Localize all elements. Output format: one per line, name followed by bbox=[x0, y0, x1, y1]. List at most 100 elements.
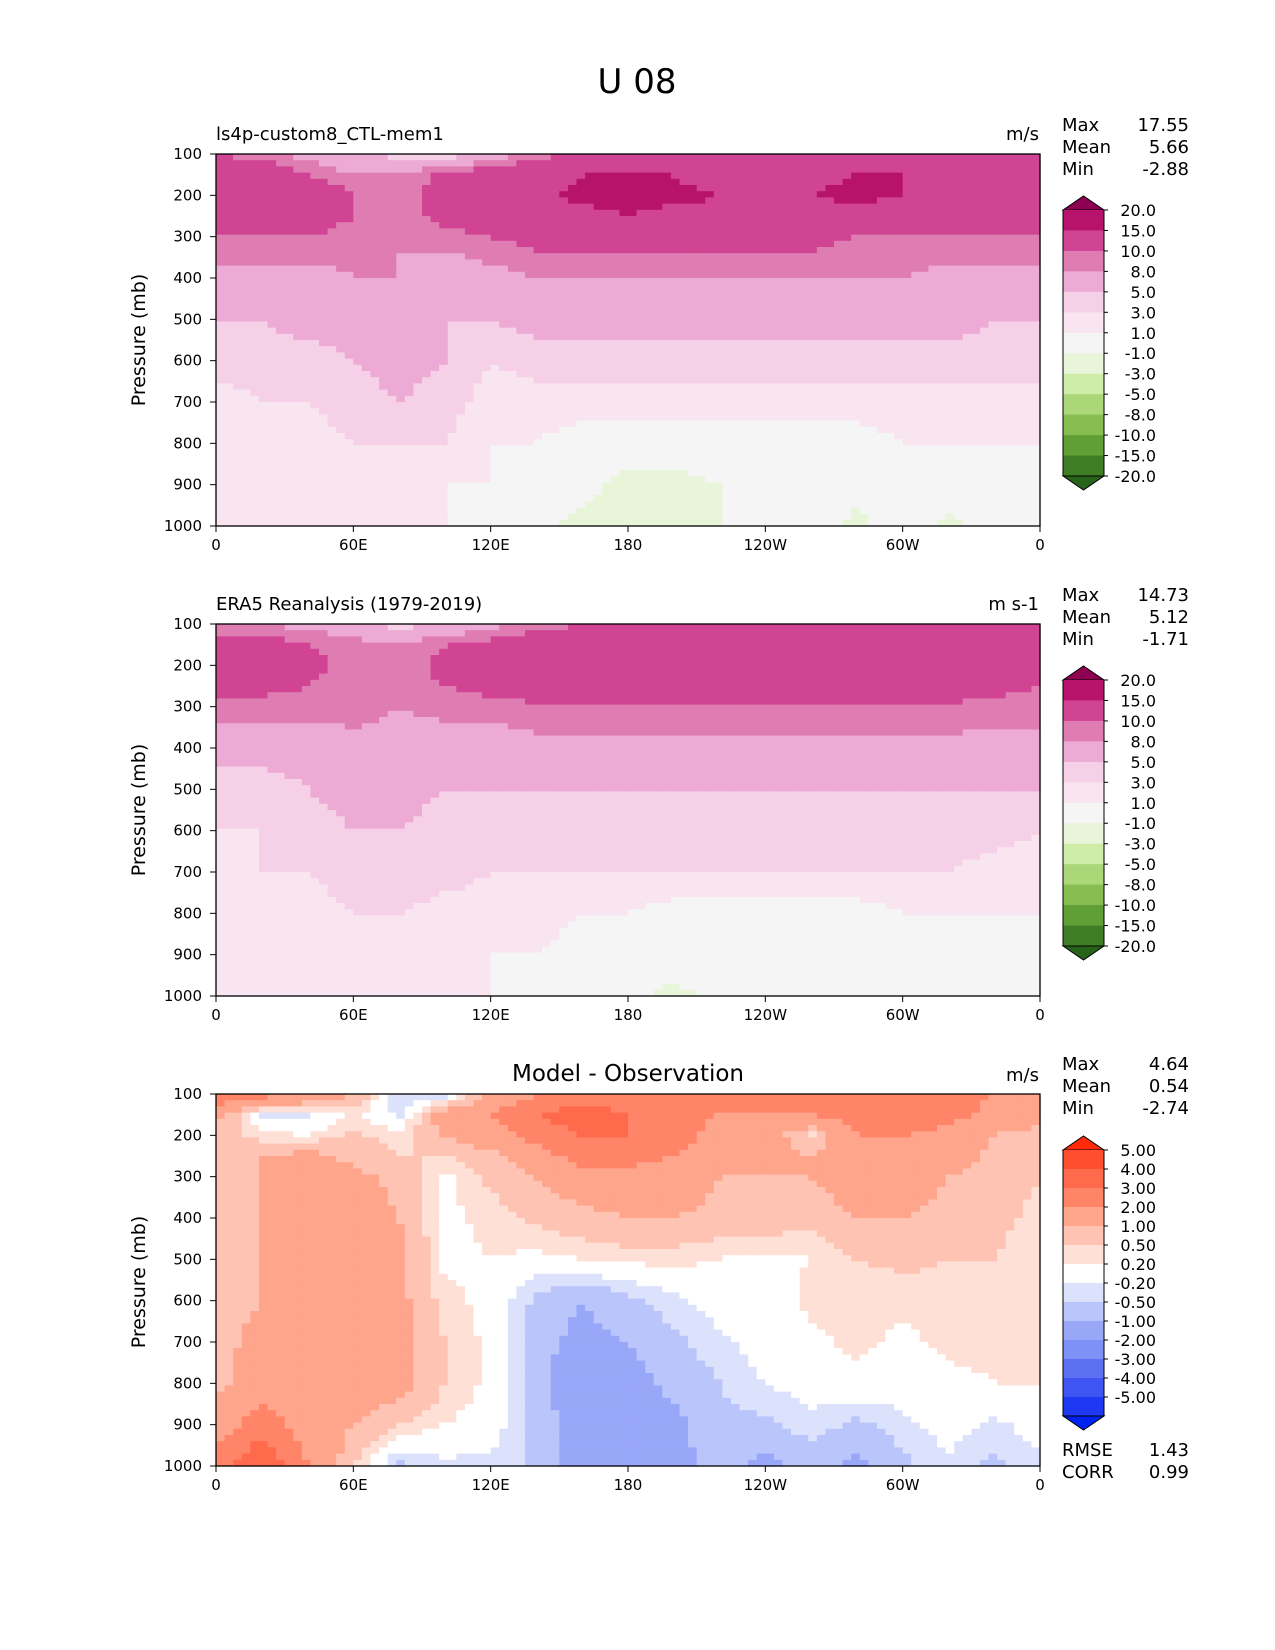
field-cell bbox=[1005, 265, 1015, 273]
field-cell bbox=[773, 470, 784, 477]
field-cell bbox=[756, 457, 766, 465]
field-cell bbox=[868, 395, 878, 403]
field-cell bbox=[267, 402, 277, 409]
field-cell bbox=[919, 166, 930, 174]
field-cell bbox=[628, 470, 638, 477]
field-cell bbox=[258, 333, 269, 341]
field-cell bbox=[464, 371, 475, 378]
field-cell bbox=[267, 271, 277, 279]
field-cell bbox=[834, 358, 844, 366]
field-cell bbox=[756, 228, 766, 236]
field-cell bbox=[911, 247, 921, 254]
field-cell bbox=[344, 346, 354, 353]
field-cell bbox=[490, 253, 500, 260]
field-cell bbox=[945, 333, 955, 341]
field-cell bbox=[430, 191, 440, 198]
field-cell bbox=[808, 439, 818, 446]
field-cell bbox=[859, 364, 869, 372]
field-cell bbox=[825, 216, 835, 223]
field-cell bbox=[327, 439, 337, 446]
field-cell bbox=[902, 414, 912, 422]
field-cell bbox=[937, 333, 947, 341]
field-cell bbox=[945, 395, 955, 403]
field-cell bbox=[722, 185, 732, 192]
field-cell bbox=[516, 284, 526, 291]
field-cell bbox=[722, 178, 732, 186]
field-cell bbox=[507, 197, 518, 205]
field-cell bbox=[808, 240, 818, 248]
field-cell bbox=[379, 247, 389, 254]
field-cell bbox=[653, 228, 663, 236]
field-cell bbox=[679, 457, 689, 465]
field-cell bbox=[628, 371, 638, 378]
field-cell bbox=[962, 209, 972, 217]
field-cell bbox=[413, 160, 423, 167]
field-cell bbox=[250, 414, 260, 422]
field-cell bbox=[696, 259, 706, 267]
field-cell bbox=[765, 296, 775, 304]
field-cell bbox=[705, 166, 715, 174]
field-cell bbox=[430, 197, 440, 205]
field-cell bbox=[765, 278, 775, 285]
field-cell bbox=[473, 166, 483, 174]
field-cell bbox=[396, 321, 406, 329]
field-cell bbox=[267, 228, 277, 236]
field-cell bbox=[902, 445, 912, 453]
field-cell bbox=[705, 389, 715, 397]
field-cell bbox=[550, 333, 560, 341]
field-cell bbox=[885, 234, 895, 242]
field-cell bbox=[825, 402, 835, 409]
field-cell bbox=[696, 433, 706, 440]
field-cell bbox=[636, 371, 646, 378]
field-cell bbox=[919, 364, 930, 372]
field-cell bbox=[756, 216, 766, 223]
field-cell bbox=[679, 371, 689, 378]
field-cell bbox=[267, 389, 277, 397]
field-cell bbox=[241, 240, 251, 248]
field-cell bbox=[670, 371, 681, 378]
field-cell bbox=[902, 278, 912, 285]
field-cell bbox=[1005, 309, 1015, 316]
field-cell bbox=[653, 352, 663, 360]
field-cell bbox=[490, 234, 500, 242]
field-cell bbox=[224, 203, 234, 211]
field-cell bbox=[765, 271, 775, 279]
field-cell bbox=[533, 290, 543, 298]
field-cell bbox=[653, 464, 663, 471]
field-cell bbox=[679, 327, 689, 335]
field-cell bbox=[319, 209, 329, 217]
field-cell bbox=[696, 160, 706, 167]
field-cell bbox=[542, 253, 552, 260]
field-cell bbox=[1031, 451, 1041, 459]
field-cell bbox=[859, 327, 869, 335]
field-cell bbox=[834, 352, 844, 360]
field-cell bbox=[859, 222, 869, 229]
field-cell bbox=[224, 278, 234, 285]
field-cell bbox=[954, 178, 964, 186]
field-cell bbox=[791, 433, 801, 440]
field-cell bbox=[353, 364, 363, 372]
field-cell bbox=[731, 222, 741, 229]
field-cell bbox=[662, 253, 672, 260]
field-cell bbox=[653, 253, 663, 260]
field-cell bbox=[404, 259, 415, 267]
field-cell bbox=[525, 278, 535, 285]
field-cell bbox=[679, 166, 689, 174]
field-cell bbox=[284, 296, 294, 304]
field-cell bbox=[859, 420, 869, 428]
field-cell bbox=[525, 296, 535, 304]
field-cell bbox=[525, 203, 535, 211]
field-cell bbox=[816, 333, 827, 341]
field-cell bbox=[293, 259, 303, 267]
field-cell bbox=[954, 333, 964, 341]
field-cell bbox=[808, 451, 818, 459]
field-cell bbox=[876, 346, 887, 353]
field-cell bbox=[490, 154, 500, 161]
field-cell bbox=[559, 253, 569, 260]
field-cell bbox=[876, 178, 887, 186]
field-cell bbox=[971, 389, 981, 397]
field-cell bbox=[645, 271, 655, 279]
field-cell bbox=[696, 302, 706, 310]
field-cell bbox=[430, 247, 440, 254]
field-cell bbox=[808, 395, 818, 403]
